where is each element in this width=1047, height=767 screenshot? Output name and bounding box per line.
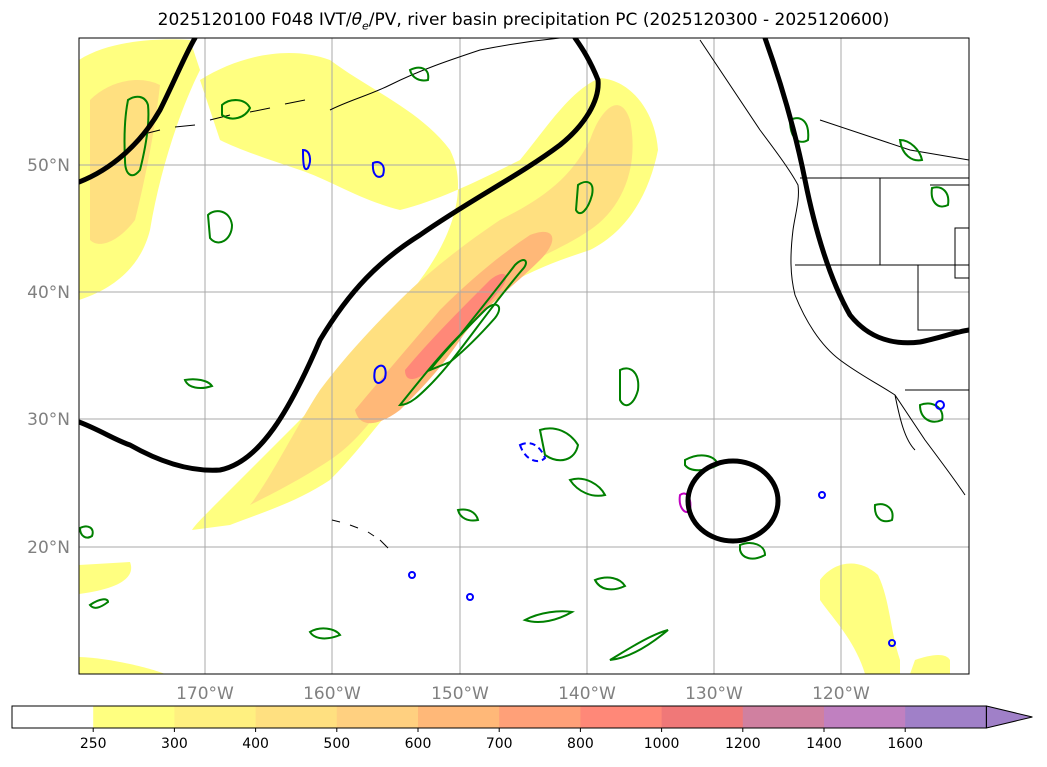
lon-label-150w: 150°W <box>431 684 489 704</box>
pv-contour-east <box>762 38 969 346</box>
colorbar-segment <box>12 706 94 728</box>
colorbar-tick-label: 1200 <box>725 736 761 752</box>
green-blob-11 <box>918 402 944 423</box>
lon-label-130w: 130°W <box>685 684 743 704</box>
border-states-1 <box>795 178 969 331</box>
map-background <box>79 38 969 674</box>
green-blob-2 <box>206 210 234 244</box>
lon-label-120w: 120°W <box>812 684 870 704</box>
green-blob-9 <box>898 138 924 162</box>
colorbar-segment <box>174 706 257 728</box>
blue-contour-4 <box>518 442 547 463</box>
pv-contour-northwest <box>79 38 198 185</box>
colorbar-segment <box>661 706 744 728</box>
lat-labels: 50°N 40°N 30°N 20°N <box>27 156 70 558</box>
coast-northamerica <box>699 39 966 496</box>
ivt-mid-main <box>250 105 633 505</box>
map-frame <box>78 37 970 675</box>
title-theta: θ <box>351 10 362 30</box>
green-blob-14 <box>609 629 669 661</box>
coast-hawaii <box>331 519 389 549</box>
blue-contour-5 <box>818 491 826 499</box>
coast-aleutians <box>139 99 306 136</box>
chart-title: 2025120100 F048 IVT/θe/PV, river basin p… <box>0 10 1047 32</box>
graticule <box>79 38 969 674</box>
lon-label-160w: 160°W <box>303 684 361 704</box>
blue-contour-7 <box>466 593 474 601</box>
ivt-red-core <box>405 273 507 380</box>
lon-label-140w: 140°W <box>558 684 616 704</box>
blue-contour-8 <box>408 571 416 579</box>
green-contour-nw <box>123 95 150 177</box>
green-blob-22 <box>408 66 430 82</box>
ivt-region-southeast <box>820 563 900 674</box>
green-contour-ar2 <box>426 303 501 373</box>
green-blob-10 <box>930 186 950 208</box>
green-blob-7 <box>739 542 767 560</box>
colorbar-tick-label: 600 <box>405 736 432 752</box>
lat-label-20n: 20°N <box>27 538 70 558</box>
colorbar-segment <box>336 706 419 728</box>
lat-label-40n: 40°N <box>27 283 70 303</box>
colorbar-tick-label: 1400 <box>806 736 842 752</box>
colorbar-segment <box>93 706 175 728</box>
colorbar-segment <box>418 706 500 728</box>
green-blob-19 <box>88 598 110 609</box>
colorbar-tick-label: 300 <box>161 736 188 752</box>
green-blob-3 <box>574 181 594 215</box>
blue-contour-9 <box>935 400 945 410</box>
colorbar-tick-label: 1000 <box>644 736 680 752</box>
lat-label-50n: 50°N <box>27 156 70 176</box>
coast-alaska <box>329 38 561 111</box>
ivt-region-southwest <box>79 562 132 594</box>
blue-contour-1 <box>301 148 312 170</box>
coast-baja <box>894 394 916 451</box>
map-content <box>79 38 969 674</box>
green-blob-16 <box>183 378 214 389</box>
green-blob-21 <box>593 576 627 591</box>
colorbar-segment <box>255 706 338 728</box>
title-suffix: /PV, river basin precipitation PC (20251… <box>368 10 890 30</box>
title-prefix: 2025120100 F048 IVT/ <box>157 10 352 30</box>
colorbar-tick-label: 500 <box>323 736 350 752</box>
lat-label-30n: 30°N <box>27 410 70 430</box>
green-blob-18 <box>568 477 607 497</box>
green-blob-5 <box>538 427 580 462</box>
ivt-region-southeast-small <box>910 655 950 674</box>
blue-contour-2 <box>371 161 385 178</box>
colorbar-extend-arrow <box>985 705 1033 729</box>
colorbar-segment <box>824 706 906 728</box>
green-blob-15 <box>308 627 342 640</box>
colorbar-tick-label: 800 <box>567 736 594 752</box>
ivt-region-southwest-bottom <box>79 657 165 674</box>
blue-contour-3 <box>373 364 387 384</box>
green-blob-12 <box>873 503 894 523</box>
blue-contours <box>301 148 945 647</box>
colorbar-segment <box>905 706 987 728</box>
colorbar-segment <box>499 706 581 728</box>
colorbar-segment <box>580 706 663 728</box>
colorbar-tick-label: 1600 <box>887 736 923 752</box>
pv-contour-trough <box>79 38 601 473</box>
green-blob-1 <box>221 99 252 120</box>
green-blob-17 <box>456 508 480 522</box>
lon-labels: 170°W 160°W 150°W 140°W 130°W 120°W <box>176 684 870 704</box>
pv-contours <box>79 38 969 544</box>
colorbar-tick-label: 400 <box>242 736 269 752</box>
colorbar-tick-label: 700 <box>486 736 513 752</box>
green-blob-20 <box>79 525 94 539</box>
colorbar: 250 300 400 500 600 700 800 1000 1200 1400 1600 <box>11 705 1033 752</box>
colorbar-segment <box>742 706 825 728</box>
theta-e-contours <box>79 66 950 661</box>
lon-label-170w: 170°W <box>176 684 234 704</box>
colorbar-tick-label: 250 <box>80 736 107 752</box>
border-canada-provinces <box>819 119 969 279</box>
blue-contour-6 <box>888 639 896 647</box>
green-blob-4 <box>619 367 640 407</box>
coastlines <box>139 38 969 549</box>
title-subscript: e <box>362 19 369 33</box>
pv-contour-cutoff-low <box>685 458 781 544</box>
green-blob-13 <box>522 610 575 623</box>
